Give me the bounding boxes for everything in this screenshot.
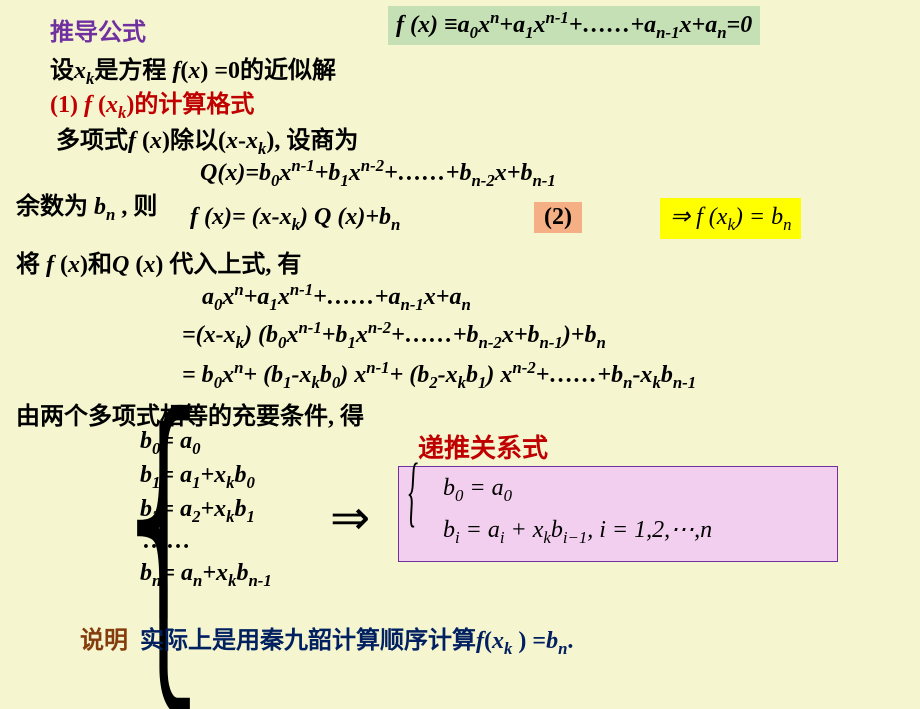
recursion-eq-1: b0 = a0	[443, 475, 512, 506]
t1: 余数为	[16, 194, 94, 220]
sys-eq-3: b2= a2+xkb1	[140, 496, 255, 527]
expand-line-1: a0xn+a1xn-1+……+an-1x+an	[202, 280, 471, 315]
header-formula-box: f (x) ≡a0xn+a1xn-1+……+an-1x+an=0	[388, 6, 760, 45]
t1: 多项式	[56, 128, 128, 154]
expand-line-3: = b0xn+ (b1-xkb0) xn-1+ (b2-xkb1) xn-2+……	[182, 358, 696, 393]
assumption-line: 设xk是方程 f(x) =0的近似解	[50, 50, 336, 89]
fx-equation: f (x)= (x-xk) Q (x)+bn	[190, 204, 400, 235]
t3: 代入上式, 有	[163, 252, 301, 278]
implies-box: ⇒ f (xk) = bn	[660, 198, 801, 239]
text: 的计算格式	[134, 92, 254, 118]
t1: 将	[16, 252, 46, 278]
text: 设	[50, 58, 74, 84]
period: .	[567, 628, 573, 654]
note-label: 说明	[80, 628, 128, 654]
division-line: 多项式f (x)除以(x-xk), 设商为	[56, 120, 358, 159]
t2: , 则	[115, 194, 157, 220]
q-formula: Q(x)=b0xn-1+b1xn-2+……+bn-2x+bn-1	[200, 156, 556, 191]
title: 推导公式	[50, 12, 146, 47]
implies-text: ⇒ f (xk) = bn	[670, 204, 791, 230]
implies-arrow: ⇒	[330, 490, 370, 546]
recursion-title: 递推关系式	[418, 428, 548, 465]
expand-line-2: =(x-xk) (b0xn-1+b1xn-2+……+bn-2x+bn-1)+bn	[182, 318, 606, 353]
recursion-eq-2: bi = ai + xkbi−1, i = 1,2,⋯,n	[443, 515, 712, 548]
t2: 和	[88, 252, 112, 278]
sys-eq-1: b0= a0	[140, 428, 200, 459]
num: (1)	[50, 92, 84, 118]
substitute-line: 将 f (x)和Q (x) 代入上式, 有	[16, 244, 301, 279]
remainder-line: 余数为 bn , 则	[16, 186, 157, 225]
sys-eq-2: b1= a1+xkb0	[140, 462, 255, 493]
recursion-box: { b0 = a0 bi = ai + xkbi−1, i = 1,2,⋯,n	[398, 466, 838, 562]
eq-label: (2)	[544, 204, 572, 230]
step1-label: (1) f (xk)的计算格式	[50, 84, 254, 123]
sys-eq-4: bn= an+xkbn-1	[140, 560, 272, 591]
t2: 除以(	[170, 128, 226, 154]
t3: ), 设商为	[266, 128, 358, 154]
sys-dots: ……	[142, 528, 190, 555]
header-formula: f (x) ≡a0xn+a1xn-1+……+an-1x+an=0	[396, 12, 752, 38]
note-text: 实际上是用秦九韶计算顺序计算	[140, 628, 476, 654]
note-line: 说明 实际上是用秦九韶计算顺序计算f(xk ) =bn.	[80, 620, 573, 659]
eq-label-box: (2)	[534, 202, 582, 233]
